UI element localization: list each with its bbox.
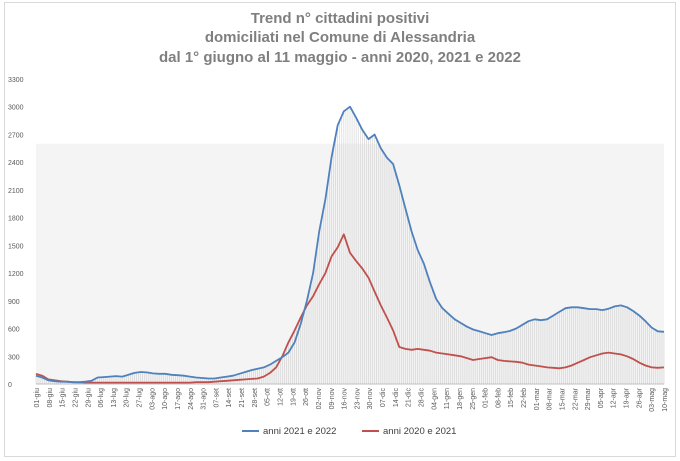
x-tick-label: 08-giu [47, 388, 54, 408]
x-tick-label: 30-nov [367, 388, 374, 410]
x-tick-label: 13-lug [111, 388, 118, 408]
x-tick-label: 12-apr [611, 387, 618, 408]
x-tick-label: 05-apr [598, 387, 605, 408]
y-tick-label: 1500 [8, 243, 24, 250]
x-tick-label: 24-ago [188, 388, 195, 410]
x-tick-label: 28-set [252, 388, 259, 408]
chart-title-line-1: Trend n° cittadini positivi [250, 10, 430, 27]
x-tick-label: 09-nov [329, 388, 336, 410]
x-tick-label: 28-dic [418, 388, 425, 408]
x-tick-label: 16-nov [342, 388, 349, 410]
x-tick-label: 20-lug [124, 388, 131, 408]
x-tick-label: 11-gen [444, 388, 451, 409]
y-tick-label: 900 [8, 299, 20, 306]
x-tick-label: 15-feb [508, 388, 515, 408]
x-tick-label: 08-feb [495, 388, 502, 408]
y-tick-label: 2700 [8, 132, 24, 139]
y-tick-label: 3300 [8, 77, 24, 84]
y-tick-label: 0 [8, 382, 12, 389]
x-tick-label: 25-gen [470, 388, 477, 410]
x-tick-label: 18-gen [457, 388, 464, 410]
x-tick-label: 04-gen [431, 388, 438, 410]
x-tick-label: 22-giu [72, 388, 79, 408]
x-tick-label: 01-mar [534, 387, 541, 410]
x-tick-label: 31-ago [201, 388, 208, 410]
area-fill [35, 106, 665, 384]
y-tick-label: 300 [8, 354, 20, 361]
x-tick-label: 03-ago [149, 388, 156, 410]
x-tick-label: 12-ott [278, 388, 285, 406]
y-tick-label: 3000 [8, 105, 24, 112]
x-tick-label: 26-ott [303, 388, 310, 406]
x-tick-label: 22-mar [572, 387, 579, 410]
x-tick-label: 08-mar [547, 387, 554, 410]
x-tick-label: 19-ott [290, 388, 297, 406]
x-tick-label: 23-nov [354, 388, 361, 410]
legend: anni 2021 e 2022 anni 2020 e 2021 [242, 426, 456, 437]
legend-label: anni 2021 e 2022 [263, 426, 336, 437]
x-tick-label: 14-dic [393, 388, 400, 408]
x-tick-label: 22-feb [521, 388, 528, 408]
x-tick-label: 15-mar [559, 387, 566, 410]
x-tick-label: 06-lug [98, 388, 105, 408]
series-lines [35, 105, 665, 384]
x-tick-label: 21-dic [406, 388, 413, 408]
x-axis: 01-giu 08-giu 15-giu 22-giu 29-giu 06-lug 13-l… [34, 383, 669, 412]
y-tick-label: 600 [8, 327, 20, 334]
y-tick-label: 2100 [8, 188, 24, 195]
y-tick-label: 1800 [8, 216, 24, 223]
x-tick-label: 21-set [239, 388, 246, 408]
x-tick-label: 15-giu [60, 388, 67, 408]
legend-label: anni 2020 e 2021 [383, 426, 456, 437]
x-tick-label: 03-mag [649, 388, 656, 412]
x-tick-label: 10-ago [162, 388, 169, 410]
x-tick-label: 01-feb [483, 388, 490, 408]
y-tick-label: 2400 [8, 160, 24, 167]
x-tick-label: 05-ott [265, 388, 272, 406]
series-line [35, 105, 665, 384]
x-tick-label: 17-ago [175, 388, 182, 410]
x-tick-label: 19-apr [624, 387, 631, 408]
y-axis: 0 300 600 900 1200 1500 1800 2100 2400 2700 3000 33… [8, 77, 24, 389]
series-line [35, 233, 665, 384]
x-tick-label: 01-giu [34, 388, 41, 408]
x-tick-label: 26-apr [636, 387, 643, 408]
x-tick-label: 29-giu [85, 388, 92, 408]
x-tick-label: 02-nov [316, 388, 323, 410]
x-tick-label: 10-mag [662, 388, 669, 412]
y-tick-label: 1200 [8, 271, 24, 278]
x-tick-label: 27-lug [137, 388, 144, 408]
chart-title-line-3: dal 1° giugno al 11 maggio - anni 2020, … [159, 49, 521, 66]
x-tick-label: 07-dic [380, 388, 387, 408]
chart-title-line-2: domiciliati nel Comune di Alessandria [204, 29, 476, 46]
x-tick-label: 14-set [226, 388, 233, 408]
x-tick-label: 29-mar [585, 387, 592, 410]
x-tick-label: 07-set [213, 388, 220, 408]
